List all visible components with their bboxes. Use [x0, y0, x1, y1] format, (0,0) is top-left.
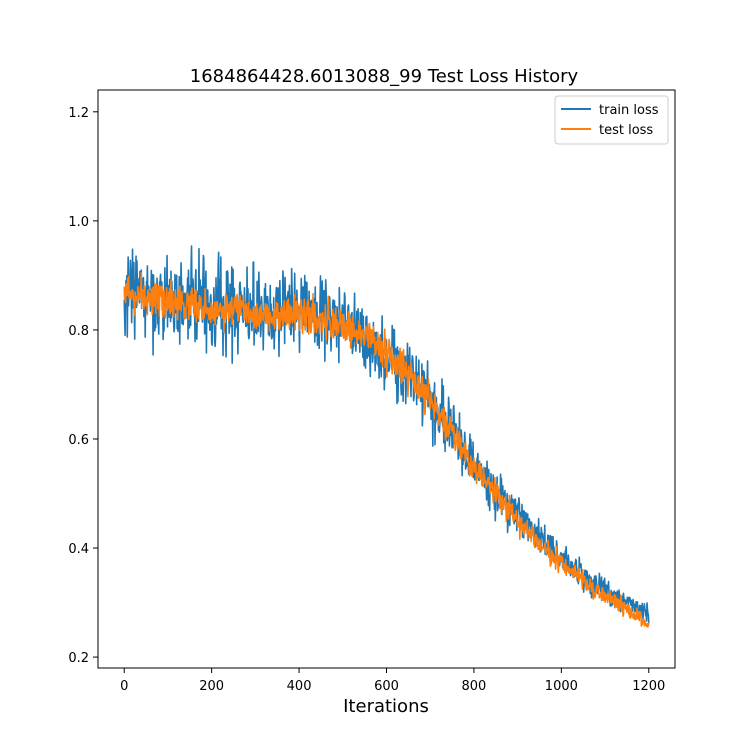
x-tick-label: 0: [120, 679, 128, 694]
y-tick-label: 0.6: [68, 433, 89, 448]
x-tick-label: 600: [374, 679, 399, 694]
x-tick-label: 1000: [545, 679, 578, 694]
x-axis-title: Iterations: [343, 696, 429, 717]
series-layer: [123, 245, 650, 628]
x-tick-label: 400: [287, 679, 312, 694]
x-tick-label: 1200: [632, 679, 665, 694]
y-tick-label: 1.2: [68, 106, 89, 121]
y-tick-label: 0.4: [68, 542, 89, 557]
legend: train loss test loss: [554, 95, 669, 145]
series-line-test-loss: [123, 271, 650, 628]
y-axis-ticks: 0.2 0.4 0.6 0.8 1.0 1.2: [68, 106, 98, 666]
chart-title: 1684864428.6013088_99 Test Loss History: [190, 66, 579, 87]
legend-label-test-loss: test loss: [599, 123, 653, 138]
y-tick-label: 0.8: [68, 324, 89, 339]
x-axis-ticks: 0 200 400 600 800 1000 1200: [120, 668, 665, 694]
y-tick-label: 0.2: [68, 651, 89, 666]
x-tick-label: 200: [199, 679, 224, 694]
x-tick-label: 800: [462, 679, 487, 694]
plot-area: 0 200 400 600 800 1000 1200 0.2 0.4 0.6 0.8 1.0 1.2: [68, 89, 676, 694]
y-tick-label: 1.0: [68, 215, 89, 230]
legend-label-train-loss: train loss: [599, 103, 659, 118]
